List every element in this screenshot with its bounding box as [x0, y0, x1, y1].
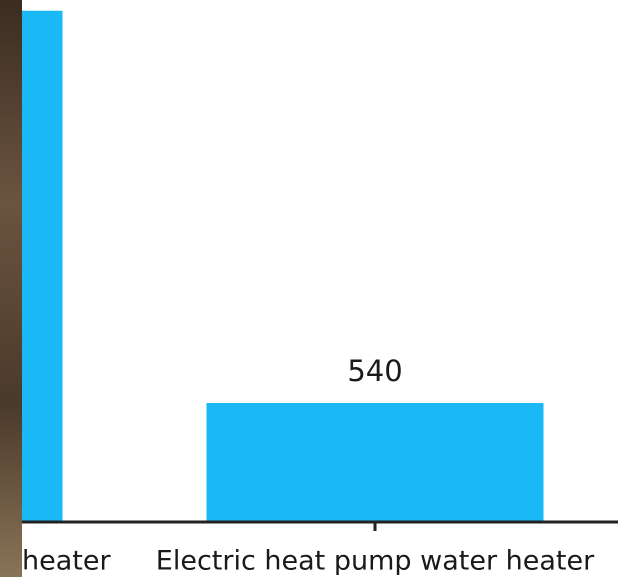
bar: [206, 403, 544, 522]
labels: heater Electric heat pump water heater 540: [22, 354, 595, 577]
photo-strip: [0, 0, 22, 577]
x-tick-label: heater: [22, 546, 111, 577]
x-tick-label: Electric heat pump water heater: [156, 546, 595, 577]
data-label: 540: [347, 354, 402, 388]
